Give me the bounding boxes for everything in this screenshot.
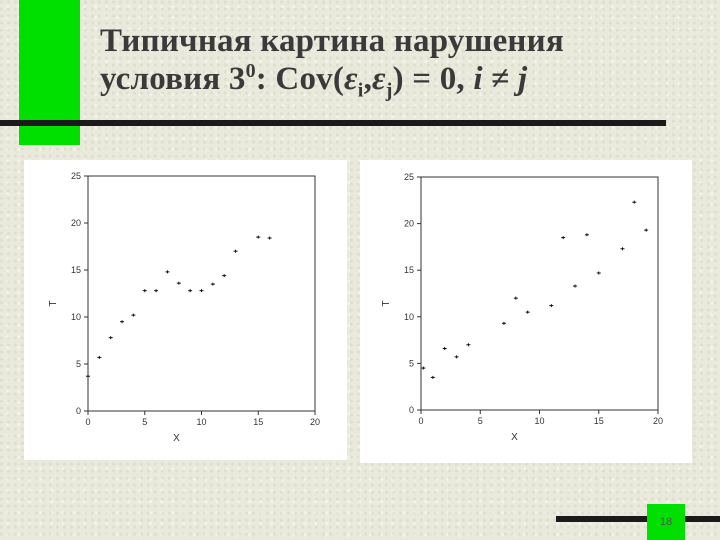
y-axis-label: T xyxy=(381,300,392,306)
y-tick-label: 0 xyxy=(409,405,414,415)
data-point xyxy=(421,366,426,370)
data-point xyxy=(644,228,649,232)
data-point xyxy=(632,200,637,204)
page-number: 18 xyxy=(659,516,673,528)
data-point xyxy=(120,320,125,324)
y-tick-label: 10 xyxy=(71,312,81,322)
data-point xyxy=(549,304,554,308)
y-tick-label: 20 xyxy=(404,219,414,229)
scatter-chart-right: 0 5 10 15 20 0 5 10 15 20 25 X T xyxy=(381,172,663,443)
y-tick-label: 10 xyxy=(404,312,414,322)
x-tick-label: 20 xyxy=(653,416,663,426)
data-point xyxy=(620,247,625,251)
data-point xyxy=(222,274,227,278)
data-point xyxy=(165,270,170,274)
x-tick-label: 5 xyxy=(478,416,483,426)
data-point xyxy=(233,249,238,253)
x-tick-label: 20 xyxy=(310,417,320,427)
x-axis-label: X xyxy=(511,432,518,443)
data-point xyxy=(256,235,261,239)
chart-panel-left: 0 5 10 15 20 0 5 10 15 20 25 X T xyxy=(24,160,347,460)
data-point xyxy=(430,375,435,379)
chart-panel-right: 0 5 10 15 20 0 5 10 15 20 25 X T xyxy=(360,160,692,463)
scatter-chart-left: 0 5 10 15 20 0 5 10 15 20 25 X T xyxy=(48,171,320,444)
title-line-1: Типичная картина нарушения xyxy=(100,23,564,59)
x-tick-label: 10 xyxy=(534,416,544,426)
y-tick-label: 20 xyxy=(71,218,81,228)
plot-frame xyxy=(87,175,316,412)
data-point xyxy=(210,282,215,286)
plot-frame xyxy=(420,176,659,411)
y-tick-label: 0 xyxy=(76,406,81,416)
x-tick-label: 5 xyxy=(142,417,147,427)
data-point xyxy=(513,296,518,300)
y-tick-label: 25 xyxy=(404,172,414,182)
y-tick-label: 15 xyxy=(71,265,81,275)
data-point xyxy=(154,289,159,293)
data-point xyxy=(573,284,578,288)
data-point xyxy=(525,310,530,314)
data-point xyxy=(131,313,136,317)
data-point xyxy=(466,343,471,347)
x-tick-label: 0 xyxy=(418,416,423,426)
data-point xyxy=(108,336,113,340)
data-point xyxy=(97,355,102,359)
data-point xyxy=(199,289,204,293)
data-point xyxy=(584,233,589,237)
data-point xyxy=(596,271,601,275)
slide-title: Типичная картина нарушения условия 30: C… xyxy=(100,22,700,102)
page-number-badge: 18 xyxy=(647,504,685,540)
data-point xyxy=(561,236,566,240)
data-point xyxy=(267,236,272,240)
title-divider xyxy=(0,120,666,126)
y-tick-label: 25 xyxy=(71,171,81,181)
y-tick-label: 5 xyxy=(409,358,414,368)
title-line-2: условия 30: Cov(εi,εj) = 0, i ≠ j xyxy=(100,60,528,102)
y-axis-label: T xyxy=(48,300,59,306)
x-tick-label: 10 xyxy=(196,417,206,427)
data-point xyxy=(188,289,193,293)
data-point xyxy=(454,355,459,359)
x-tick-label: 15 xyxy=(594,416,604,426)
x-tick-label: 0 xyxy=(85,417,90,427)
data-point xyxy=(176,281,181,285)
footer-divider xyxy=(556,516,720,522)
data-point xyxy=(442,346,447,350)
data-point xyxy=(86,374,90,378)
y-tick-label: 5 xyxy=(76,359,81,369)
x-tick-label: 15 xyxy=(253,417,263,427)
data-point xyxy=(142,289,147,293)
y-tick-label: 15 xyxy=(404,265,414,275)
x-axis-label: X xyxy=(173,433,180,444)
data-point xyxy=(501,321,506,325)
